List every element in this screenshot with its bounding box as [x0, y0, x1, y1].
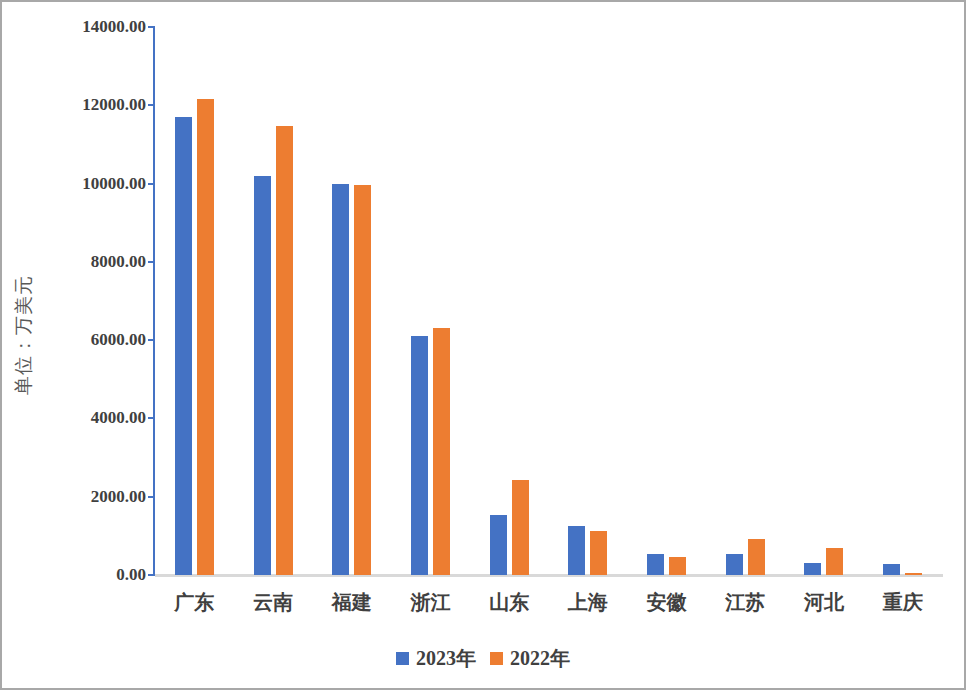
- bar-group: [549, 27, 628, 575]
- bar-2023年: [726, 554, 743, 575]
- y-tick-label: 6000.00: [42, 330, 146, 350]
- bar-2022年: [826, 548, 843, 575]
- bar-2022年: [197, 99, 214, 575]
- bar-2022年: [669, 557, 686, 575]
- bar-group: [391, 27, 470, 575]
- x-axis-label: 山东: [470, 589, 549, 616]
- bar-group: [470, 27, 549, 575]
- bar-group: [863, 27, 942, 575]
- bar-2022年: [905, 573, 922, 575]
- x-axis-label: 上海: [549, 589, 628, 616]
- x-axis-label: 广东: [155, 589, 234, 616]
- bar-2023年: [883, 564, 900, 575]
- bar-group: [627, 27, 706, 575]
- bar-2022年: [354, 185, 371, 575]
- x-axis-label: 江苏: [706, 589, 785, 616]
- x-axis-labels: 广东云南福建浙江山东上海安徽江苏河北重庆: [155, 589, 942, 616]
- bar-2023年: [490, 515, 507, 575]
- chart-canvas: 单位：万美元 0.00 2000.00 4000.00 6000.00 8000.00 1…: [0, 0, 966, 690]
- y-tick-label: 4000.00: [42, 408, 146, 428]
- legend: 2023年 2022年: [2, 645, 964, 672]
- bar-group: [234, 27, 313, 575]
- bar-2023年: [647, 554, 664, 575]
- x-axis-label: 重庆: [863, 589, 942, 616]
- x-axis-label: 云南: [234, 589, 313, 616]
- bar-2022年: [276, 126, 293, 575]
- bar-2023年: [411, 336, 428, 575]
- bar-2023年: [804, 563, 821, 575]
- y-tick-label: 14000.00: [42, 17, 146, 37]
- bar-2022年: [590, 531, 607, 575]
- legend-swatch-icon: [490, 652, 503, 665]
- bar-group: [155, 27, 234, 575]
- plot-area: [155, 27, 942, 575]
- x-axis-label: 福建: [312, 589, 391, 616]
- y-tick-label: 10000.00: [42, 174, 146, 194]
- bar-2023年: [568, 526, 585, 575]
- y-tick-label: 12000.00: [42, 95, 146, 115]
- legend-label: 2022年: [510, 645, 570, 672]
- bar-2022年: [433, 328, 450, 575]
- y-axis-title: 单位：万美元: [11, 185, 37, 485]
- bar-2023年: [254, 176, 271, 575]
- legend-swatch-icon: [396, 652, 409, 665]
- bar-2023年: [175, 117, 192, 575]
- bar-group: [312, 27, 391, 575]
- y-tick-label: 2000.00: [42, 487, 146, 507]
- bar-group: [706, 27, 785, 575]
- bar-2023年: [332, 184, 349, 575]
- bar-2022年: [512, 480, 529, 575]
- bar-group: [785, 27, 864, 575]
- x-axis-label: 浙江: [391, 589, 470, 616]
- y-tick-label: 0.00: [42, 565, 146, 585]
- bar-2022年: [748, 539, 765, 575]
- x-axis-label: 安徽: [627, 589, 706, 616]
- legend-item: 2023年: [396, 645, 476, 672]
- legend-label: 2023年: [416, 645, 476, 672]
- legend-item: 2022年: [490, 645, 570, 672]
- y-tick-label: 8000.00: [42, 252, 146, 272]
- x-axis-label: 河北: [785, 589, 864, 616]
